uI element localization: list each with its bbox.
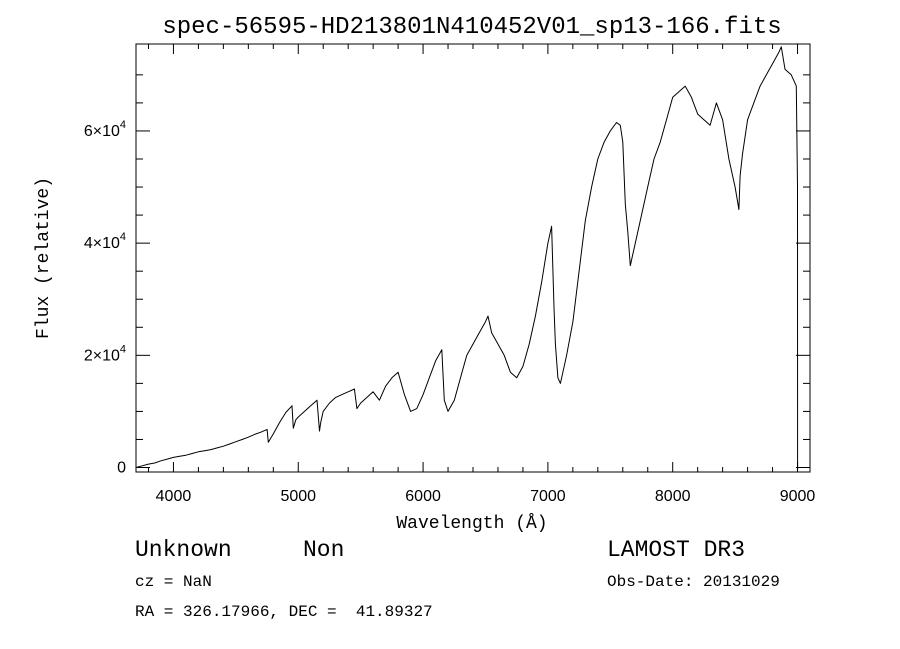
x-tick-label: 8000 [655, 488, 691, 505]
y-axis-label: Flux (relative) [34, 177, 54, 339]
x-axis-label: Wavelength (Å) [396, 513, 547, 534]
y-tick-label: 4×104 [84, 231, 126, 252]
x-tick-label: 9000 [780, 488, 816, 505]
y-axis-ticks [136, 74, 810, 469]
y-tick-label: 2×104 [84, 343, 126, 364]
x-tick-label: 7000 [530, 488, 566, 505]
x-tick-label: 6000 [405, 488, 441, 505]
y-tick-label: 0 [117, 460, 126, 477]
x-axis-tick-labels: 4000 5000 6000 7000 8000 9000 [156, 488, 816, 505]
x-tick-label: 4000 [156, 488, 192, 505]
ra-dec-coordinates: RA = 326.17966, DEC = 41.89327 [135, 603, 433, 621]
y-tick-label: 6×104 [84, 119, 126, 140]
object-class: Unknown [135, 537, 232, 563]
flux-series-line [135, 46, 799, 471]
y-axis-tick-labels: 0 2×104 4×104 6×104 [84, 119, 126, 477]
x-tick-label: 5000 [280, 488, 316, 505]
chart-title: spec-56595-HD213801N410452V01_sp13-166.f… [162, 14, 781, 41]
plot-frame [135, 43, 811, 473]
object-subclass: Non [303, 537, 345, 563]
observation-date: Obs-Date: 20131029 [607, 573, 780, 591]
x-axis-ticks [147, 44, 799, 472]
data-release: LAMOST DR3 [607, 537, 746, 563]
redshift-cz: cz = NaN [135, 573, 212, 591]
